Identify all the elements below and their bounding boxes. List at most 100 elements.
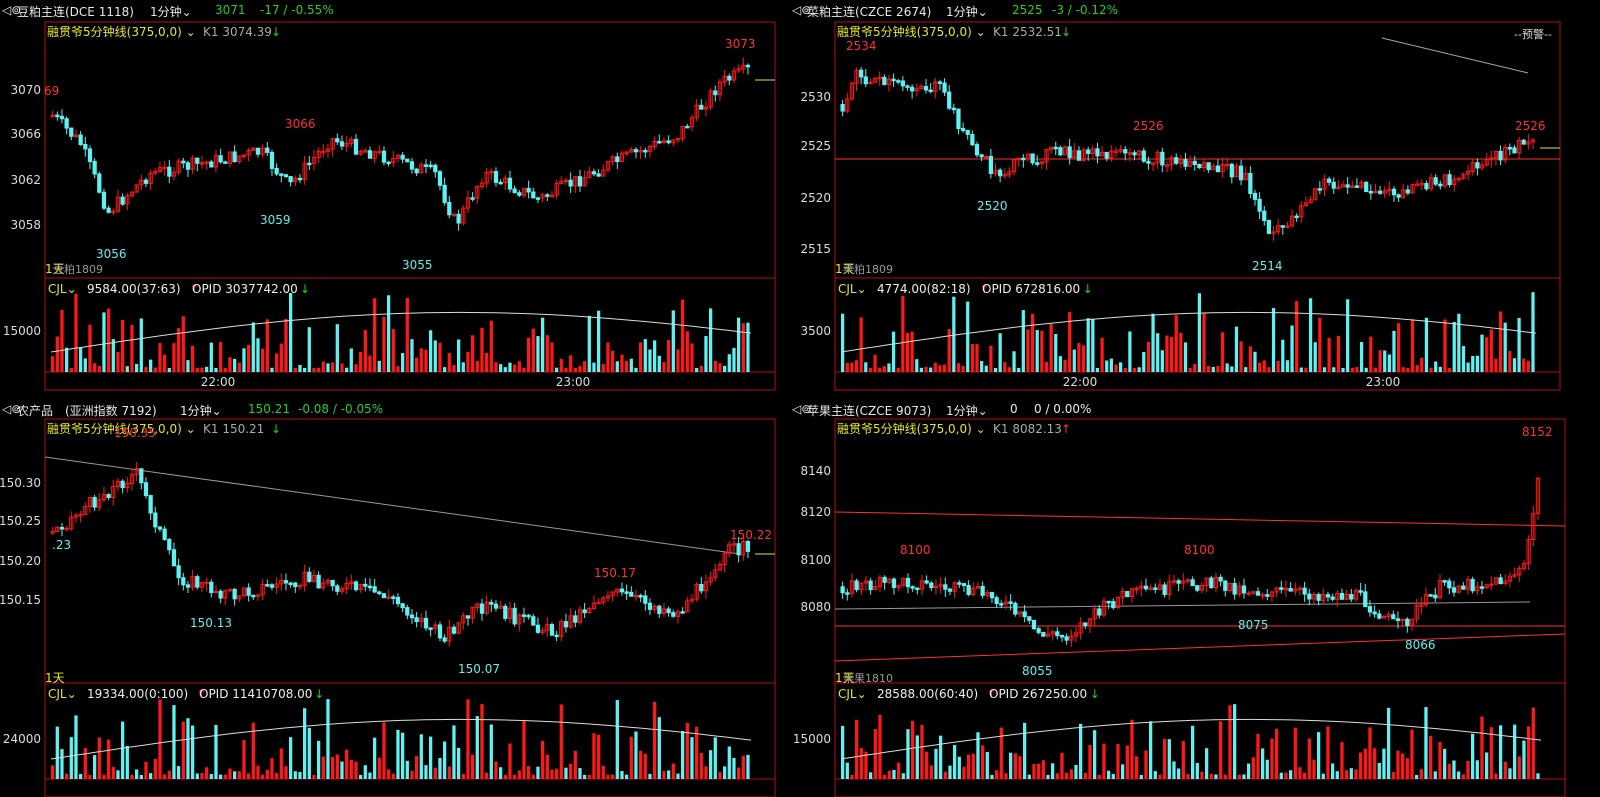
candle-body — [647, 145, 653, 152]
volume-bar — [1290, 325, 1294, 372]
candle-body — [845, 98, 850, 112]
volume-bar — [1317, 732, 1321, 779]
candle-body — [741, 64, 746, 70]
price-mark-label: 2526 — [1515, 119, 1546, 133]
candle-body — [1377, 613, 1382, 619]
volume-bar — [149, 773, 153, 779]
candle-body — [1349, 594, 1354, 600]
volume-bar — [480, 704, 484, 779]
candle-body — [1049, 146, 1054, 151]
collapse-icon[interactable]: ◁⊚ — [792, 402, 812, 416]
volume-bar — [1051, 763, 1055, 779]
candle-body — [1115, 596, 1121, 609]
chart-canvas[interactable]: 融贯爷5分钟线(375,0,0) ⌄ K1 8082.13 ↑81408120810… — [790, 399, 1600, 797]
volume-bar — [723, 365, 727, 372]
candle-body — [279, 173, 284, 176]
candle-body — [1030, 153, 1035, 164]
chart-panel-soymeal[interactable]: ◁⊚ 豆粕主连(DCE 1118) 1分钟⌄ 3071 -17 / -0.55%… — [0, 0, 790, 399]
candle-body — [1162, 584, 1167, 595]
candle-body — [1276, 225, 1281, 233]
chart-panel-apple[interactable]: ◁⊚ 苹果主连(CZCE 9073) 1分钟⌄ 0 0 / 0.00% 融贯爷5… — [790, 399, 1600, 797]
chart-panel-agri-index[interactable]: ◁⊚ 农产品 (亚洲指数 7192) 1分钟⌄ 150.21 -0.08 / -… — [0, 399, 790, 797]
candle-body — [1053, 146, 1058, 150]
candle-body — [428, 627, 433, 630]
volume-bar — [639, 342, 643, 372]
open-interest-line — [50, 718, 752, 760]
candle-body — [966, 585, 971, 595]
candle-body — [1503, 146, 1508, 161]
volume-bar — [611, 350, 615, 372]
period-selector[interactable]: 1分钟⌄ — [946, 404, 988, 418]
volume-bar — [953, 744, 957, 779]
volume-bar — [850, 774, 854, 779]
price-tick: 3062 — [10, 173, 41, 187]
price-tick: 2515 — [800, 242, 831, 256]
candle-body — [1381, 615, 1387, 619]
volume-bar — [158, 699, 162, 779]
candle-body — [1456, 585, 1461, 593]
chart-canvas[interactable]: 融贯爷5分钟线(375,0,0) ⌄ K1 2532.51 ↓ --预警--25302… — [790, 0, 1600, 399]
volume-bar — [471, 754, 475, 779]
volume-bar — [233, 358, 237, 372]
chart-panel-rapeseed-meal[interactable]: ◁⊚ 菜粕主连(CZCE 2674) 1分钟⌄ 2525 -3 / -0.12%… — [790, 0, 1600, 399]
period-selector[interactable]: 1分钟⌄ — [180, 404, 222, 418]
candle-body — [573, 176, 578, 187]
candle-body — [125, 195, 130, 205]
candle-body — [372, 151, 377, 159]
volume-bar — [1035, 330, 1039, 372]
candle-body — [619, 152, 625, 163]
candle-body — [1251, 591, 1256, 594]
candle-body — [1438, 183, 1443, 187]
volume-bar — [1079, 723, 1083, 779]
volume-bar — [925, 751, 929, 779]
volume-bar — [65, 347, 69, 372]
price-mark-label: 3055 — [402, 258, 433, 272]
volume-bar — [948, 765, 952, 779]
symbol-title[interactable]: 农产品 (亚洲指数 7192) — [17, 404, 157, 418]
volume-bar — [1174, 315, 1178, 372]
candle-body — [563, 621, 569, 628]
symbol-title[interactable]: 豆粕主连(DCE 1118) — [17, 5, 134, 19]
volume-bar — [177, 328, 181, 372]
candle-body — [1386, 614, 1391, 617]
panel-header: ◁⊚ 农产品 (亚洲指数 7192) 1分钟⌄ 150.21 -0.08 / -… — [0, 399, 790, 419]
volume-bar — [868, 367, 873, 372]
candle-body — [657, 140, 662, 144]
volume-bar — [1144, 750, 1148, 779]
candle-body — [106, 494, 111, 499]
volume-arrow: ↑ — [189, 282, 199, 296]
volume-bar — [340, 363, 344, 372]
candle-body — [1120, 591, 1125, 598]
volume-bar — [1220, 332, 1225, 372]
collapse-icon[interactable]: ◁⊚ — [792, 3, 812, 17]
candle-body — [891, 578, 897, 588]
candle-body — [1387, 188, 1392, 192]
candle-body — [1479, 586, 1485, 589]
volume-bar — [382, 317, 386, 372]
volume-bar — [1063, 359, 1067, 372]
volume-bar — [1233, 704, 1237, 779]
candle-body — [1368, 191, 1373, 194]
volume-bar — [625, 360, 629, 372]
chart-canvas[interactable]: 融贯爷5分钟线(375,0,0) ⌄ K1 150.21 ↓ 150.30 150.25… — [0, 399, 790, 797]
collapse-icon[interactable]: ◁⊚ — [2, 3, 22, 17]
volume-bar — [522, 719, 526, 779]
symbol-title[interactable]: 苹果主连(CZCE 9073) — [807, 404, 932, 418]
volume-bar — [1522, 740, 1526, 779]
candle-body — [1484, 159, 1489, 166]
volume-bar — [1044, 361, 1049, 372]
volume-bar — [508, 362, 512, 372]
collapse-icon[interactable]: ◁⊚ — [2, 402, 22, 416]
volume-bar — [1457, 771, 1461, 779]
candle-body — [69, 127, 74, 137]
period-selector[interactable]: 1分钟⌄ — [946, 5, 988, 19]
volume-bar — [891, 331, 896, 372]
chart-canvas[interactable]: 融贯爷5分钟线(375,0,0) ⌄ K1 3074.39 ↓30703066306… — [0, 0, 790, 399]
volume-bar — [405, 760, 409, 779]
price-mark-label: 150.35 — [114, 426, 156, 440]
symbol-title[interactable]: 菜粕主连(CZCE 2674) — [807, 5, 932, 19]
period-selector[interactable]: 1分钟⌄ — [150, 5, 192, 19]
price-tick: 150.30 — [0, 476, 41, 490]
candle-body — [232, 151, 237, 163]
volume-bar — [962, 766, 966, 779]
